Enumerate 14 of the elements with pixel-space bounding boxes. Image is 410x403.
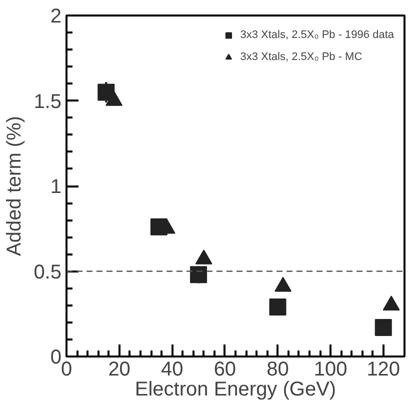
x-axis-title: Electron Energy (GeV): [134, 378, 336, 400]
y-tick-label: 1: [50, 176, 62, 198]
x-tick-label: 80: [266, 358, 289, 380]
y-tick-label: 1.5: [34, 90, 62, 113]
x-tick-label: 60: [214, 358, 236, 380]
x-tick-label: 20: [108, 358, 130, 380]
x-tick-label: 40: [161, 358, 184, 380]
y-tick-label: 2: [50, 6, 62, 28]
y-axis-title: Added term (%): [4, 116, 26, 256]
x-tick-label: 100: [314, 358, 348, 380]
x-tick-label: 120: [366, 358, 400, 380]
y-tick-label: 0.5: [34, 261, 62, 284]
legend-label: 3x3 Xtals, 2.5X₀ Pb - MC: [240, 51, 362, 63]
legend-label: 3x3 Xtals, 2.5X₀ Pb - 1996 data: [240, 29, 394, 41]
